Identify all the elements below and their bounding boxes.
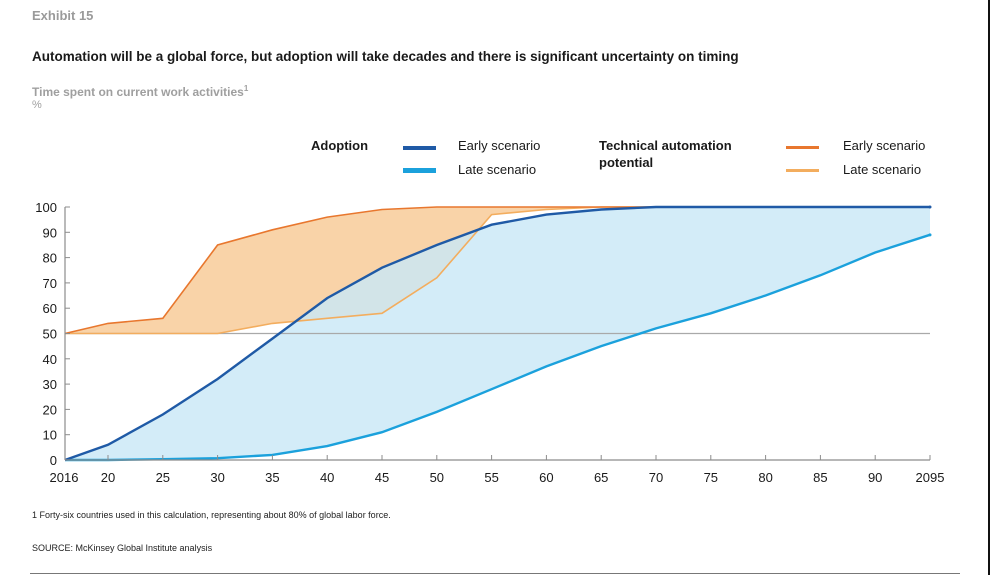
y-tick-label: 20	[43, 402, 57, 417]
x-tick-label: 2095	[916, 470, 945, 485]
y-tick-label: 40	[43, 352, 57, 367]
subtitle-text: Time spent on current work activities	[32, 85, 244, 99]
x-tick-label: 60	[539, 470, 553, 485]
x-tick-label: 70	[649, 470, 663, 485]
source-note: SOURCE: McKinsey Global Institute analys…	[32, 543, 213, 553]
y-tick-label: 100	[35, 200, 57, 215]
y-tick-label: 50	[43, 327, 57, 342]
x-tick-label: 30	[210, 470, 224, 485]
technical-band-fill	[65, 207, 656, 334]
y-tick-label: 30	[43, 377, 57, 392]
exhibit-number: Exhibit 15	[32, 8, 94, 23]
legend-swatch-adoption-late	[403, 168, 436, 173]
footnote: 1 Forty-six countries used in this calcu…	[32, 510, 391, 520]
x-tick-label: 45	[375, 470, 389, 485]
line-technical-early	[64, 206, 656, 335]
x-tick-label: 25	[156, 470, 170, 485]
x-tick-label: 20	[101, 470, 115, 485]
line-technical-late	[65, 206, 656, 335]
legend-swatch-technical-late	[786, 169, 819, 172]
x-tick-label: 50	[430, 470, 444, 485]
x-axis-ticks: 2016 20 25 30 35 40 45 50 55 60 65 70 75 80 85 90 2095	[50, 455, 945, 485]
y-tick-label: 70	[43, 276, 57, 291]
right-border	[988, 0, 990, 575]
footnote-mark: 1	[243, 84, 249, 93]
line-adoption-early	[64, 205, 930, 462]
y-tick-label: 60	[43, 301, 57, 316]
chart-subtitle: Time spent on current work activities1	[32, 84, 248, 99]
legend-technical-title-line2: potential	[599, 155, 654, 170]
y-tick-label: 90	[43, 225, 57, 240]
line-adoption-late	[65, 233, 931, 462]
legend-swatch-adoption-early	[403, 146, 436, 150]
legend-swatch-technical-early	[786, 146, 819, 149]
bottom-divider	[30, 573, 960, 574]
x-tick-label: 35	[265, 470, 279, 485]
y-tick-label: 80	[43, 251, 57, 266]
unit-label: %	[32, 99, 42, 111]
x-tick-label: 75	[704, 470, 718, 485]
x-tick-label: 80	[758, 470, 772, 485]
series-lines	[64, 205, 932, 462]
x-tick-label: 90	[868, 470, 882, 485]
legend-label-technical-early: Early scenario	[843, 138, 926, 153]
y-tick-label: 10	[43, 428, 57, 443]
chart-title: Automation will be a global force, but a…	[32, 49, 739, 64]
y-tick-label: 0	[50, 453, 57, 468]
legend-technical-title-line1: Technical automation	[599, 138, 732, 153]
x-tick-label: 40	[320, 470, 334, 485]
x-tick-label: 85	[813, 470, 827, 485]
x-tick-label: 55	[484, 470, 498, 485]
x-tick-label: 65	[594, 470, 608, 485]
legend-technical-title: Technical automation potential	[599, 137, 732, 171]
legend-label-adoption-early: Early scenario	[458, 138, 541, 153]
y-axis-ticks: 0 10 20 30 40 50 60 70 80 90 100	[35, 200, 70, 468]
legend-label-technical-late: Late scenario	[843, 162, 922, 177]
x-tick-label: 2016	[50, 470, 79, 485]
endpoint-adoption-early	[928, 205, 932, 209]
endpoint-adoption-late	[928, 233, 932, 237]
legend-label-adoption-late: Late scenario	[458, 162, 537, 177]
legend-adoption-title: Adoption	[311, 138, 369, 153]
